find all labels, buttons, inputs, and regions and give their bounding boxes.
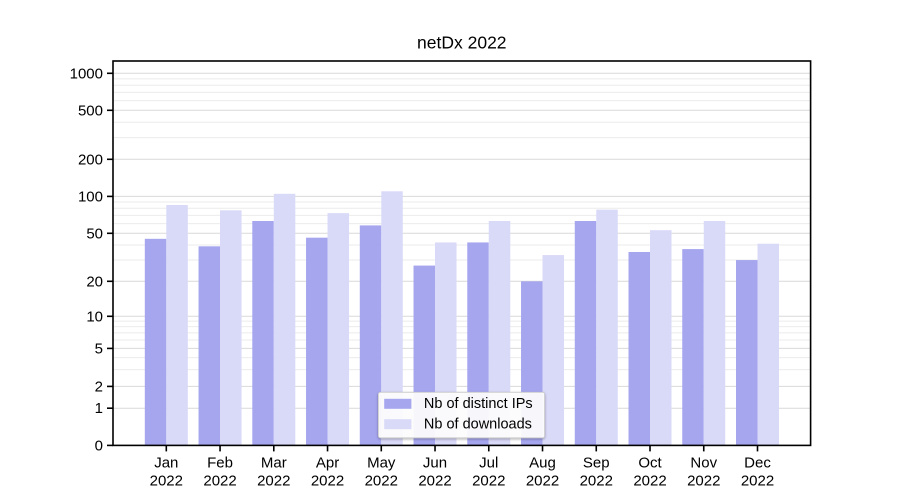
svg-text:Nb of downloads: Nb of downloads (424, 417, 532, 433)
svg-text:Dec: Dec (744, 454, 771, 471)
svg-text:Sep: Sep (583, 454, 610, 471)
svg-text:100: 100 (78, 188, 103, 205)
svg-text:2022: 2022 (633, 472, 666, 489)
svg-text:2022: 2022 (257, 472, 290, 489)
svg-text:0: 0 (95, 437, 103, 454)
svg-text:2022: 2022 (365, 472, 398, 489)
svg-text:2022: 2022 (418, 472, 451, 489)
svg-text:2022: 2022 (741, 472, 774, 489)
svg-text:1: 1 (95, 400, 103, 417)
svg-text:May: May (367, 454, 396, 471)
svg-text:1000: 1000 (70, 65, 103, 82)
svg-text:Jan: Jan (154, 454, 178, 471)
svg-text:Mar: Mar (261, 454, 287, 471)
svg-text:Aug: Aug (529, 454, 556, 471)
svg-text:2: 2 (95, 378, 103, 395)
svg-text:2022: 2022 (526, 472, 559, 489)
svg-text:2022: 2022 (687, 472, 720, 489)
svg-text:Feb: Feb (207, 454, 233, 471)
svg-text:Oct: Oct (638, 454, 662, 471)
svg-text:5: 5 (95, 340, 103, 357)
svg-text:netDx 2022: netDx 2022 (417, 33, 507, 53)
svg-text:2022: 2022 (150, 472, 183, 489)
svg-text:2022: 2022 (580, 472, 613, 489)
svg-text:Nov: Nov (690, 454, 717, 471)
svg-text:2022: 2022 (311, 472, 344, 489)
svg-text:500: 500 (78, 102, 103, 119)
svg-text:200: 200 (78, 151, 103, 168)
svg-text:Jul: Jul (479, 454, 498, 471)
svg-text:50: 50 (86, 225, 103, 242)
svg-text:2022: 2022 (203, 472, 236, 489)
svg-text:Nb of distinct IPs: Nb of distinct IPs (424, 396, 533, 412)
svg-text:Jun: Jun (423, 454, 447, 471)
svg-text:20: 20 (86, 273, 103, 290)
svg-text:Apr: Apr (316, 454, 339, 471)
svg-text:10: 10 (86, 308, 103, 325)
svg-text:2022: 2022 (472, 472, 505, 489)
